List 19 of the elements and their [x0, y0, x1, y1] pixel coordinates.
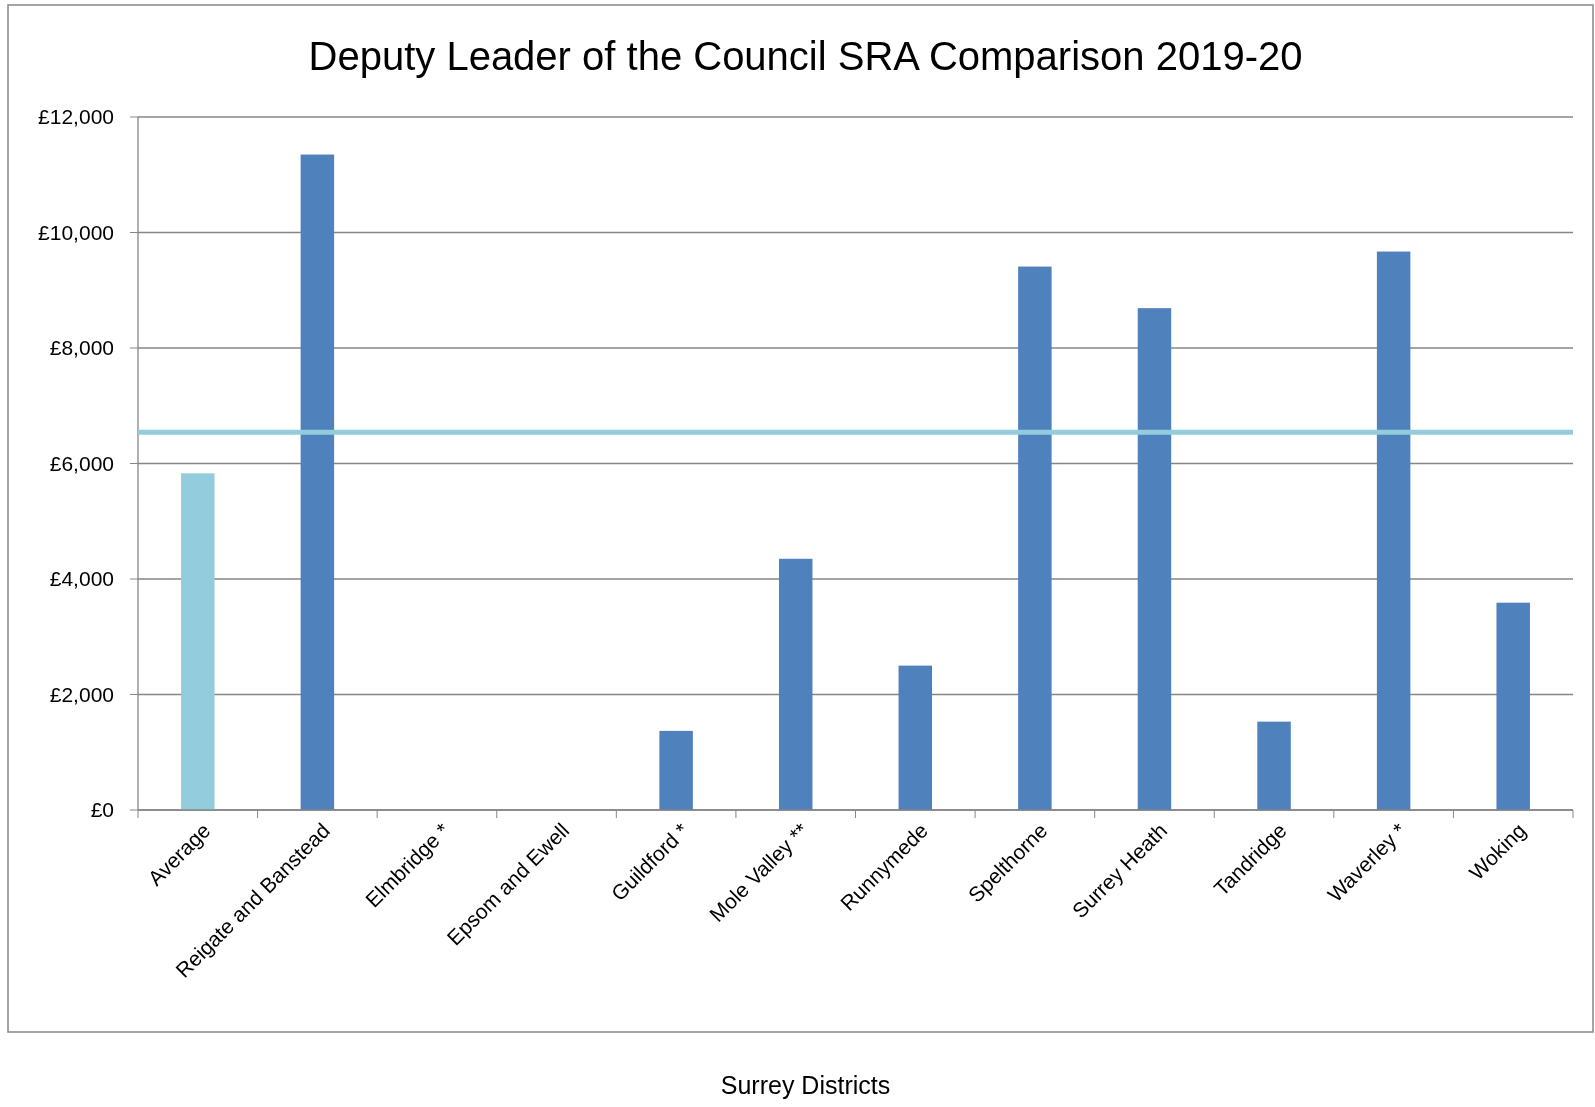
x-axis-title: Surrey Districts	[720, 1071, 891, 1099]
bar	[1018, 266, 1052, 810]
y-tick-label: £10,000	[38, 220, 114, 244]
y-tick-label: £6,000	[49, 451, 114, 475]
bar	[1376, 251, 1411, 810]
y-tick-label: £12,000	[38, 105, 114, 129]
chart-title: Deputy Leader of the Council SRA Comparison 2019-20	[308, 34, 1303, 78]
bar	[1137, 308, 1172, 810]
y-tick-label: £2,000	[49, 682, 114, 706]
y-tick-label: £0	[90, 798, 114, 822]
bar	[300, 154, 335, 810]
bar	[1257, 721, 1291, 810]
bar	[1496, 602, 1530, 810]
bar	[898, 665, 933, 810]
y-tick-label: £8,000	[49, 336, 114, 360]
y-tick-label: £4,000	[49, 567, 114, 591]
bar	[659, 730, 693, 810]
bar	[181, 473, 215, 810]
bar	[778, 558, 813, 810]
